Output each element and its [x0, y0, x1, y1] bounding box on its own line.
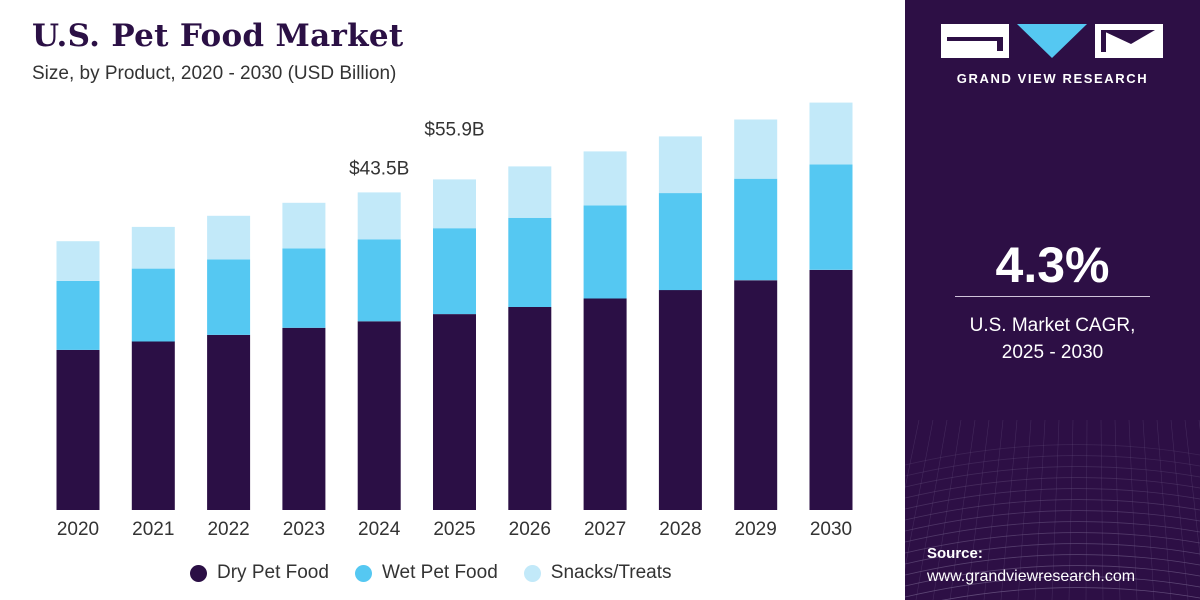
x-tick-label-2028: 2028 — [659, 519, 701, 540]
data-label-2024: $43.5B — [349, 158, 409, 179]
x-tick-label-2026: 2026 — [509, 519, 551, 540]
x-tick-label-2022: 2022 — [207, 519, 249, 540]
legend-item-dry: Dry Pet Food — [190, 562, 329, 584]
bar-wet-2026 — [508, 217, 552, 307]
x-tick-label-2020: 2020 — [57, 519, 99, 540]
chart-subtitle: Size, by Product, 2020 - 2030 (USD Billi… — [32, 63, 397, 84]
cagr-divider — [955, 296, 1150, 297]
bar-wet-2030 — [809, 164, 853, 270]
source-link[interactable]: www.grandviewresearch.com — [927, 568, 1136, 585]
bar-snacks-2022 — [207, 215, 251, 260]
legend-label-snacks: Snacks/Treats — [550, 562, 672, 583]
bar-dry-2028 — [658, 290, 702, 510]
bar-snacks-2021 — [131, 226, 175, 269]
legend-label-wet: Wet Pet Food — [381, 562, 498, 583]
legend-swatch-dry — [190, 564, 207, 582]
cagr-label-line1: U.S. Market CAGR, — [969, 315, 1136, 336]
bar-snacks-2026 — [508, 166, 552, 218]
bar-dry-2023 — [282, 327, 326, 510]
bar-dry-2025 — [433, 314, 476, 510]
bar-snacks-2023 — [282, 202, 326, 249]
x-tick-label-2023: 2023 — [283, 519, 325, 540]
bar-wet-2027 — [583, 205, 627, 299]
bar-wet-2024 — [357, 239, 401, 322]
x-tick-label-2027: 2027 — [584, 519, 626, 540]
stacked-bar-chart: 2020 2021 2022 2023 2024 2025 2026 2027 2028 2029… — [56, 102, 853, 540]
bar-snacks-2025 — [433, 179, 476, 229]
grid-wave-decoration — [905, 420, 1200, 600]
brand-name: GRAND VIEW RESEARCH — [956, 71, 1149, 86]
bar-dry-2020 — [56, 349, 100, 510]
x-tick-label-2030: 2030 — [810, 519, 852, 540]
bar-wet-2022 — [207, 259, 251, 335]
bar-wet-2029 — [734, 178, 778, 281]
bar-snacks-2024 — [357, 192, 401, 240]
chart-panel: U.S. Pet Food Market Size, by Product, 2… — [32, 18, 853, 584]
bar-snacks-2028 — [658, 136, 702, 193]
legend-swatch-wet — [354, 564, 372, 582]
source-title: Source: — [927, 545, 983, 562]
bar-wet-2021 — [131, 268, 175, 342]
bar-dry-2024 — [357, 321, 401, 510]
bar-wet-2023 — [282, 248, 326, 328]
x-tick-label-2021: 2021 — [132, 519, 174, 540]
bar-snacks-2029 — [734, 119, 778, 179]
legend-label-dry: Dry Pet Food — [217, 562, 329, 583]
bar-dry-2029 — [734, 280, 778, 510]
bar-dry-2022 — [207, 334, 251, 510]
chart-legend: Dry Pet Food Wet Pet Food Snacks/Treats — [190, 562, 672, 584]
bar-wet-2025 — [433, 228, 476, 315]
bar-wet-2028 — [658, 193, 702, 291]
legend-item-wet: Wet Pet Food — [354, 562, 498, 584]
legend-item-snacks: Snacks/Treats — [523, 562, 672, 584]
bar-dry-2030 — [809, 269, 853, 510]
bar-dry-2021 — [131, 341, 175, 510]
chart-title: U.S. Pet Food Market — [32, 18, 404, 54]
x-tick-label-2024: 2024 — [358, 519, 401, 540]
bar-dry-2026 — [508, 307, 552, 510]
bar-wet-2020 — [56, 280, 100, 350]
legend-swatch-snacks — [523, 564, 541, 582]
bar-dry-2027 — [583, 298, 627, 510]
bar-snacks-2027 — [583, 151, 627, 206]
cagr-label: U.S. Market CAGR, 2025 - 2030 — [905, 312, 1200, 366]
cagr-label-line2: 2025 - 2030 — [1001, 342, 1104, 363]
cagr-value: 4.3% — [995, 237, 1110, 293]
data-label-2025: $55.9B — [424, 119, 484, 140]
x-tick-label-2029: 2029 — [735, 519, 777, 540]
gvr-logo-icon — [941, 24, 1163, 58]
bar-snacks-2030 — [809, 102, 853, 165]
bar-snacks-2020 — [56, 241, 100, 281]
x-tick-label-2025: 2025 — [433, 519, 475, 540]
brand-panel: GRAND VIEW RESEARCH 4.3% U.S. Market CAG… — [905, 0, 1200, 600]
